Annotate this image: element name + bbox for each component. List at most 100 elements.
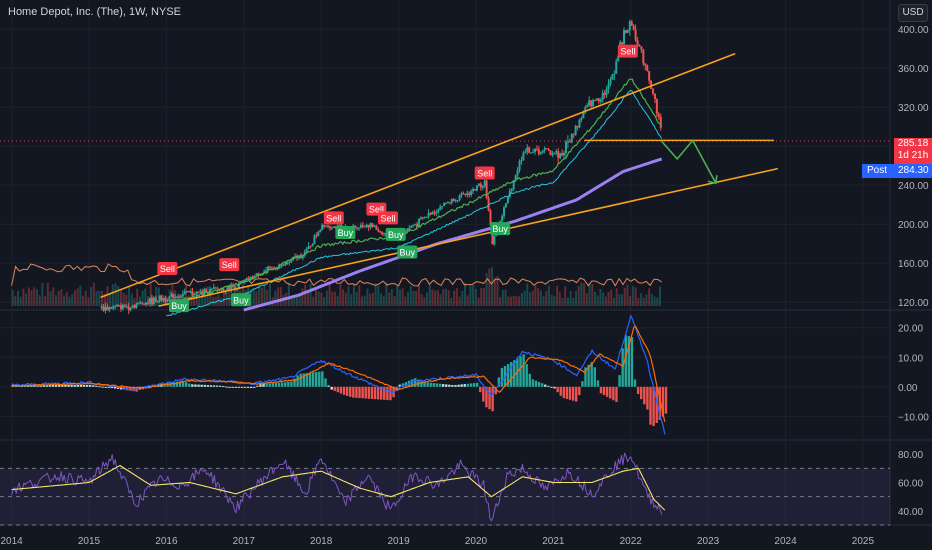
candle-body bbox=[164, 298, 167, 302]
macd-histogram-bar bbox=[95, 385, 98, 387]
candle-body bbox=[323, 224, 326, 227]
volume-bar bbox=[553, 296, 556, 306]
macd-histogram-bar bbox=[432, 383, 436, 387]
candle-body bbox=[503, 207, 506, 217]
macd-histogram-bar bbox=[246, 386, 250, 388]
macd-histogram-bar bbox=[423, 382, 426, 387]
signal-badge-bg bbox=[323, 211, 344, 225]
volume-bar bbox=[184, 285, 187, 306]
macd-histogram-bar bbox=[376, 386, 380, 400]
macd-histogram-bar bbox=[469, 383, 473, 387]
macd-histogram-bar bbox=[599, 386, 603, 394]
rsi-tick-label: 40.00 bbox=[898, 507, 923, 518]
candle-body bbox=[613, 73, 616, 75]
macd-histogram-bar bbox=[398, 384, 401, 387]
volume-bar bbox=[198, 297, 201, 306]
volume-bar bbox=[501, 290, 504, 306]
volume-bar bbox=[593, 291, 596, 306]
channel-line bbox=[100, 52, 736, 299]
volume-bar bbox=[447, 290, 450, 306]
candle-body bbox=[626, 30, 629, 33]
signal-badge-bg bbox=[397, 245, 418, 259]
signal-badge-bg bbox=[230, 293, 251, 307]
macd-histogram-bar bbox=[225, 386, 228, 388]
volume-bar bbox=[504, 289, 507, 306]
volume-bar bbox=[336, 295, 339, 306]
volume-bar bbox=[263, 285, 266, 306]
candle-body bbox=[172, 294, 175, 298]
candle-body bbox=[129, 307, 132, 311]
candle-body bbox=[110, 307, 113, 309]
volume-bar bbox=[575, 291, 578, 306]
volume-bar bbox=[342, 289, 345, 306]
volume-bar bbox=[304, 284, 307, 306]
volume-bar bbox=[95, 290, 98, 306]
macd-histogram-bar bbox=[370, 386, 374, 399]
trend-lines[interactable] bbox=[100, 52, 778, 307]
candle-body bbox=[464, 193, 467, 195]
signal-label: Buy bbox=[171, 301, 187, 311]
macd-histogram-bar bbox=[33, 384, 36, 387]
macd-histogram-bar bbox=[485, 386, 488, 408]
candle-body bbox=[524, 151, 527, 153]
macd-histogram-bar bbox=[280, 382, 284, 387]
candle-body bbox=[425, 216, 428, 218]
volume-bar bbox=[417, 283, 420, 306]
candle-body bbox=[419, 217, 422, 219]
macd-histogram-bar bbox=[61, 384, 64, 387]
volume-bar bbox=[214, 296, 217, 306]
macd-tick-label: 0.00 bbox=[898, 383, 918, 394]
volume-bar bbox=[450, 297, 453, 306]
candle-body bbox=[193, 294, 196, 296]
macd-histogram-bar bbox=[646, 386, 649, 410]
macd-histogram-bar bbox=[333, 386, 336, 391]
price-tick-label: 360.00 bbox=[898, 64, 929, 75]
candle-body bbox=[265, 270, 268, 272]
candle-body bbox=[601, 93, 604, 100]
macd-histogram-bar bbox=[664, 386, 668, 414]
candle-body bbox=[479, 183, 482, 188]
volume-bar bbox=[653, 296, 656, 306]
volume-bar bbox=[650, 293, 653, 306]
currency-button[interactable]: USD bbox=[898, 4, 928, 22]
candle-body bbox=[255, 273, 258, 276]
grid-lines bbox=[0, 0, 890, 525]
macd-histogram-bar bbox=[311, 372, 315, 387]
volume-bar bbox=[119, 289, 122, 306]
candle-body bbox=[621, 42, 624, 45]
volume-bar bbox=[477, 297, 480, 306]
candle-body bbox=[607, 84, 610, 89]
macd-histogram-bar bbox=[581, 381, 584, 387]
macd-histogram-bar bbox=[559, 386, 562, 396]
macd-histogram-bar bbox=[550, 386, 553, 388]
volume-bar bbox=[398, 289, 401, 306]
volume-bar bbox=[423, 297, 426, 306]
candle-body bbox=[150, 297, 153, 305]
volume-bar bbox=[252, 287, 255, 306]
macd-histogram-bar bbox=[386, 386, 389, 401]
macd-histogram-bar bbox=[633, 379, 637, 387]
candle-body bbox=[487, 198, 490, 211]
x-tick-label: 2017 bbox=[233, 536, 256, 547]
volume-bar bbox=[420, 294, 423, 306]
candle-body bbox=[152, 297, 155, 305]
volume-bar bbox=[520, 293, 523, 306]
forecast-arrow bbox=[661, 138, 717, 184]
volume-bar bbox=[610, 289, 613, 306]
volume-bar bbox=[480, 288, 483, 306]
candle-body bbox=[313, 235, 316, 245]
candle-body bbox=[127, 306, 130, 311]
macd-histogram-bar bbox=[479, 386, 482, 393]
candle-body bbox=[147, 302, 150, 304]
candle-body bbox=[603, 93, 606, 95]
volume-bar bbox=[534, 285, 537, 306]
macd-histogram-bar bbox=[85, 384, 89, 387]
volume-bar bbox=[320, 292, 323, 306]
candle-body bbox=[489, 210, 492, 226]
volume-bar bbox=[312, 296, 315, 306]
volume-bar bbox=[377, 285, 380, 306]
macd-histogram-bar bbox=[472, 383, 476, 387]
signal-label: Buy bbox=[492, 224, 508, 234]
